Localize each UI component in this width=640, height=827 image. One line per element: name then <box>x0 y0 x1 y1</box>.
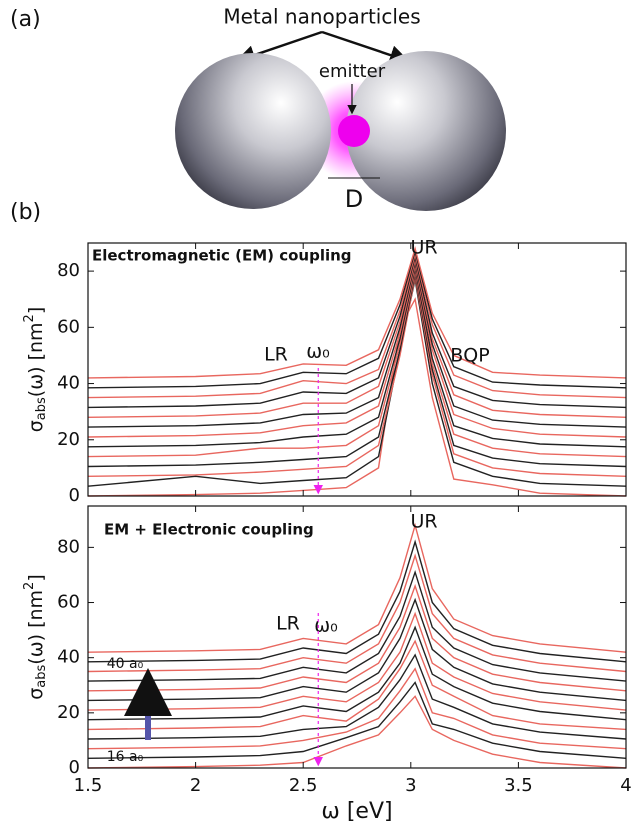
y-axis-label: σabs(ω) [nm2] <box>22 574 49 700</box>
figure: (a) Metal nanoparticles emitter D (b) 0 2… <box>0 0 640 827</box>
y-tick-label: 60 <box>57 592 80 613</box>
chart-title: Electromagnetic (EM) coupling <box>92 247 352 265</box>
y-tick-label: 80 <box>57 536 80 557</box>
y-axis-label-part: σ <box>25 420 47 432</box>
series-line <box>88 586 626 691</box>
x-tick-label: 4 <box>620 775 631 796</box>
y-tick-label: 20 <box>57 702 80 723</box>
panel-label: (a) <box>10 7 41 32</box>
series-line <box>88 254 626 397</box>
x-tick-label: 2 <box>190 775 201 796</box>
series-line <box>88 655 626 739</box>
y-tick-label: 0 <box>69 485 80 506</box>
y-axis-label-part: abs <box>34 664 49 687</box>
emitter <box>338 115 370 147</box>
diagram: (a) Metal nanoparticles emitter D (b) <box>10 5 506 226</box>
panel-label: (b) <box>10 200 41 225</box>
diagram-label: D <box>345 185 363 213</box>
y-tick-label: 60 <box>57 316 80 337</box>
y-tick-label: 40 <box>57 647 80 668</box>
y-axis-label-part: ] <box>25 574 47 581</box>
series-line <box>88 266 626 438</box>
series-line <box>88 251 626 387</box>
y-axis-label-part: (ω) [nm <box>25 322 47 397</box>
plot-frame <box>88 243 626 496</box>
y-axis-label-part: 2 <box>22 582 37 590</box>
x-tick-label: 1.5 <box>74 775 103 796</box>
series-line <box>88 263 626 427</box>
nanoparticle <box>175 53 331 209</box>
annotation: 16 a₀ <box>107 749 144 765</box>
y-tick-label: 40 <box>57 373 80 394</box>
series-line <box>88 249 626 378</box>
y-axis-label-part: ] <box>25 307 47 314</box>
series-line <box>88 260 626 417</box>
diagram-label: emitter <box>319 61 386 82</box>
series-line <box>88 572 626 681</box>
series-line <box>88 274 626 467</box>
annotation: ω₀ <box>306 341 330 363</box>
y-axis-label-part: 2 <box>22 314 37 322</box>
annotation: LR <box>276 613 300 635</box>
series-line <box>88 525 626 652</box>
series-line <box>88 600 626 701</box>
annotation: LR <box>264 344 288 366</box>
annotation: BQP <box>450 345 489 367</box>
series-line <box>88 614 626 711</box>
annotation: UR <box>410 511 437 533</box>
annotation: UR <box>410 237 437 259</box>
y-axis-label: σabs(ω) [nm2] <box>22 307 49 433</box>
x-tick-label: 3.5 <box>504 775 533 796</box>
x-tick-label: 3 <box>405 775 416 796</box>
y-axis-label-part: σ <box>25 688 47 700</box>
diagram-label: Metal nanoparticles <box>223 5 420 29</box>
x-axis-label: ω [eV] <box>321 799 392 824</box>
y-axis-label-part: (ω) [nm <box>25 590 47 665</box>
arrow <box>322 32 405 60</box>
y-tick-label: 80 <box>57 260 80 281</box>
y-axis-label-part: abs <box>34 397 49 420</box>
y-tick-label: 20 <box>57 429 80 450</box>
series-line <box>88 268 626 447</box>
x-tick-label: 2.5 <box>289 775 318 796</box>
annotation: 40 a₀ <box>107 656 144 672</box>
chart-title: EM + Electronic coupling <box>104 521 314 539</box>
